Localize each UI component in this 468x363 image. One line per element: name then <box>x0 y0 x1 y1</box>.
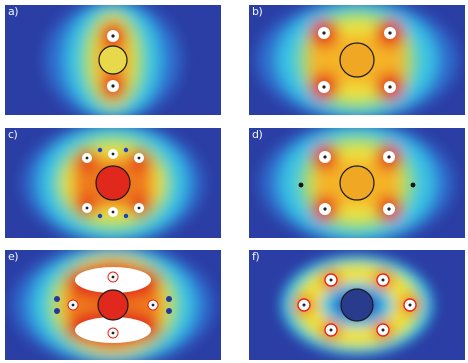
antivortex-dot <box>97 213 103 219</box>
center-ring <box>339 42 375 78</box>
vortex-marker <box>324 273 338 287</box>
vortex-marker <box>383 203 395 215</box>
vortex-marker <box>384 81 396 93</box>
vortex-marker <box>82 203 92 213</box>
antivortex-dot <box>298 182 304 188</box>
center-ring <box>98 45 128 75</box>
antivortex-dot <box>410 182 416 188</box>
field-map-d <box>249 128 465 238</box>
panel-b: b) <box>249 5 465 115</box>
vortex-marker <box>376 273 390 287</box>
vortex-marker <box>297 298 311 312</box>
antivortex-dot <box>123 213 129 219</box>
center-ring <box>339 165 375 201</box>
vortex-marker <box>319 203 331 215</box>
vortex-marker <box>147 299 159 311</box>
antivortex-dot <box>97 147 103 153</box>
panel-f: f) <box>249 250 465 360</box>
field-map-c <box>5 128 221 238</box>
vortex-marker <box>318 27 330 39</box>
panel-label: e) <box>8 250 19 263</box>
field-map-b <box>249 5 465 115</box>
panel-label: b) <box>252 5 263 18</box>
vortex-marker <box>107 327 119 339</box>
vortex-marker <box>324 323 338 337</box>
vortex-marker <box>107 80 119 92</box>
vortex-marker <box>318 81 330 93</box>
panel-label: d) <box>252 128 263 141</box>
vortex-marker <box>134 203 144 213</box>
field-map-a <box>5 5 221 115</box>
panel-label: f) <box>252 250 260 263</box>
center-ring <box>95 165 131 201</box>
vortex-marker <box>134 153 144 163</box>
panel-a: a) <box>5 5 221 115</box>
antivortex-dot <box>166 296 172 302</box>
panel-label: a) <box>8 5 19 18</box>
vortex-marker <box>67 299 79 311</box>
panel-d: d) <box>249 128 465 238</box>
vortex-marker <box>107 30 119 42</box>
center-ring <box>97 289 129 321</box>
field-map-f <box>249 250 465 360</box>
vortex-marker <box>376 323 390 337</box>
antivortex-dot <box>166 308 172 314</box>
vortex-marker <box>82 153 92 163</box>
panel-label: c) <box>8 128 18 141</box>
antivortex-dot <box>54 308 60 314</box>
vortex-marker <box>383 151 395 163</box>
antivortex-dot <box>54 296 60 302</box>
vortex-marker <box>108 149 118 159</box>
panel-c: c) <box>5 128 221 238</box>
vortex-marker <box>319 151 331 163</box>
panel-e: e) <box>5 250 221 360</box>
field-map-e <box>5 250 221 360</box>
vortex-marker <box>403 298 417 312</box>
vortex-marker <box>384 27 396 39</box>
vortex-marker <box>108 207 118 217</box>
vortex-marker <box>107 271 119 283</box>
antivortex-dot <box>123 147 129 153</box>
center-ring <box>340 288 374 322</box>
